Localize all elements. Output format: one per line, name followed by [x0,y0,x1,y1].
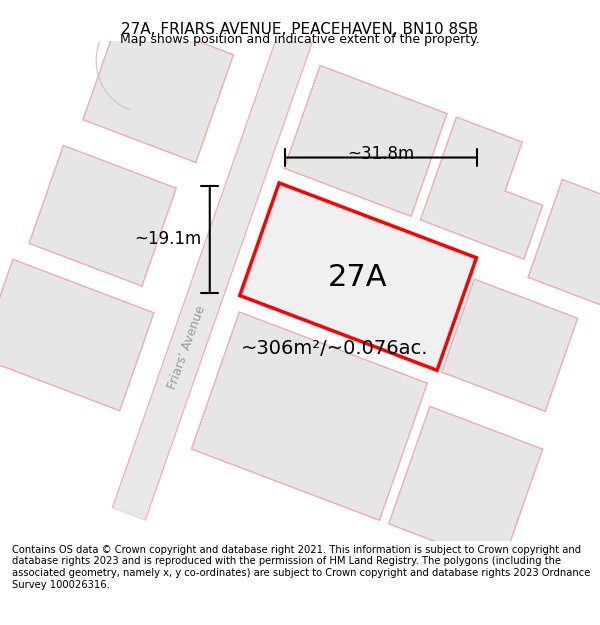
Polygon shape [240,183,476,371]
Text: ~31.8m: ~31.8m [347,145,415,163]
Polygon shape [0,259,154,411]
Polygon shape [421,117,542,259]
Polygon shape [83,12,233,162]
Text: 27A, FRIARS AVENUE, PEACEHAVEN, BN10 8SB: 27A, FRIARS AVENUE, PEACEHAVEN, BN10 8SB [121,22,479,37]
Text: ~306m²/~0.076ac.: ~306m²/~0.076ac. [241,339,428,358]
Text: Map shows position and indicative extent of the property.: Map shows position and indicative extent… [120,32,480,46]
Text: Friars' Avenue: Friars' Avenue [166,304,208,391]
Polygon shape [528,179,600,306]
Text: ~19.1m: ~19.1m [134,230,202,248]
Polygon shape [112,0,323,520]
Polygon shape [389,406,542,567]
Polygon shape [29,146,176,286]
Text: Contains OS data © Crown copyright and database right 2021. This information is : Contains OS data © Crown copyright and d… [12,545,590,589]
Polygon shape [191,312,427,520]
Polygon shape [442,279,578,411]
Polygon shape [284,66,447,216]
Text: 27A: 27A [328,262,388,292]
Polygon shape [262,200,440,348]
